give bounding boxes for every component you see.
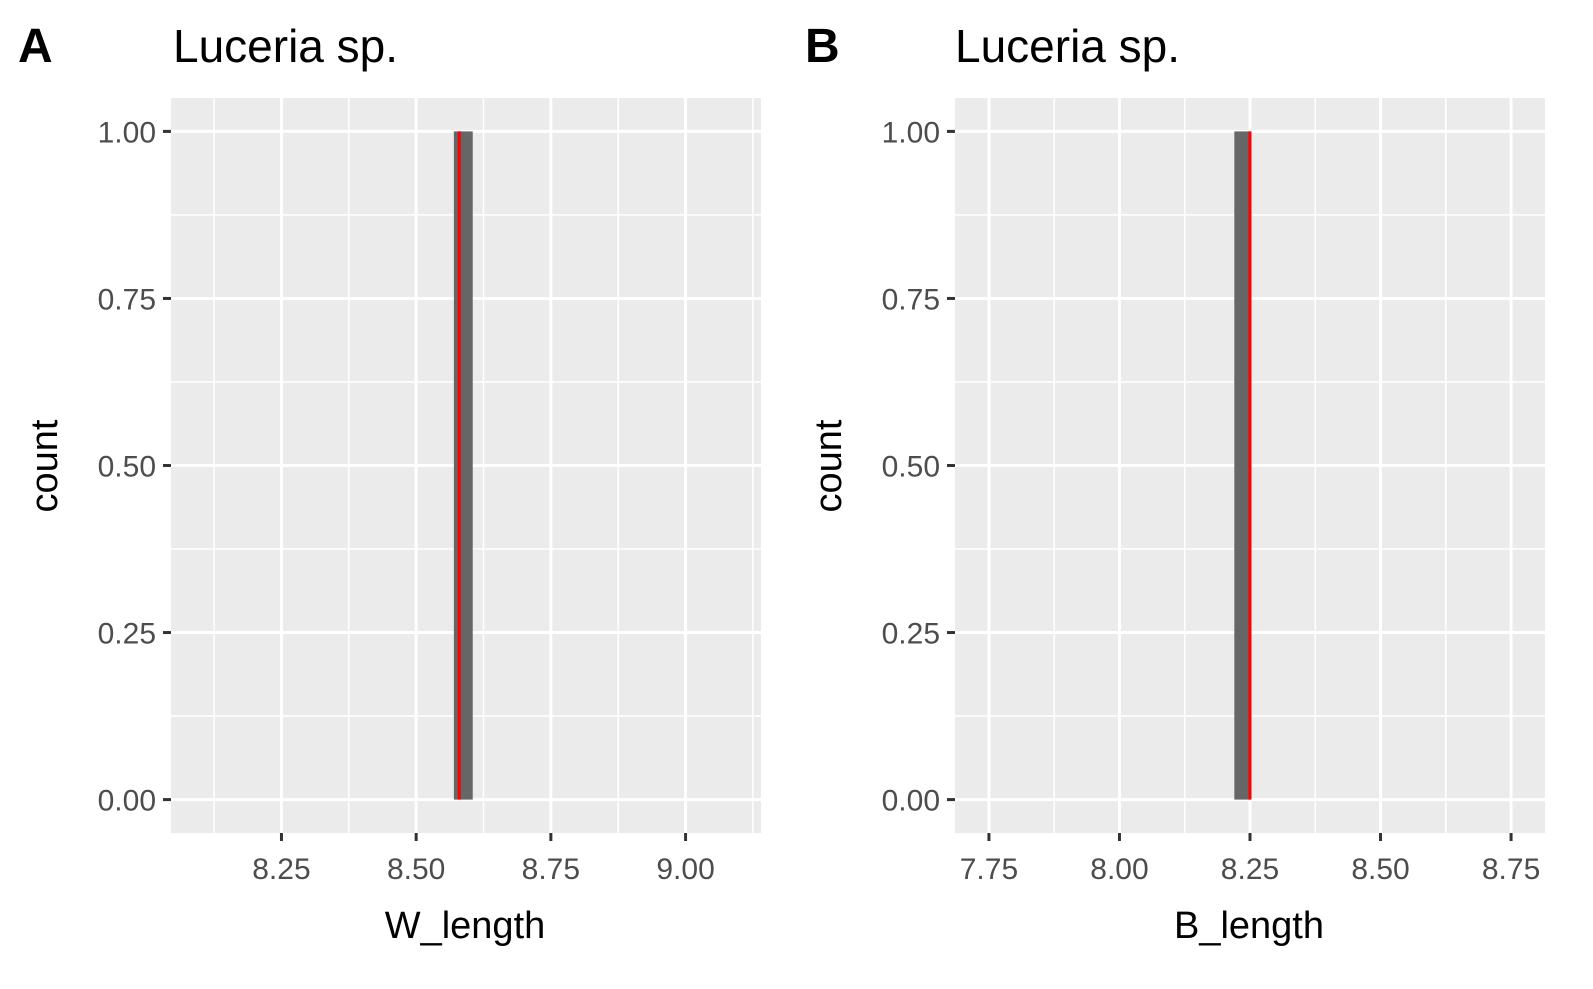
- panel-b-plot: 0.00 0.25 0.50 0.75 1.00 7.75 8.00 8.25 8.50 8.75: [882, 98, 1545, 886]
- panel-a-x-tick-label: 8.25: [252, 853, 310, 886]
- panel-a-y-tick-label: 1.00: [98, 116, 156, 149]
- panel-a-x-tick-label: 8.75: [522, 853, 580, 886]
- panel-b-x-tick-label: 8.00: [1090, 853, 1148, 886]
- panel-a-y-tick-label: 0.00: [98, 785, 156, 818]
- panel-a-title: Luceria sp.: [173, 20, 398, 72]
- panel-a-y-tick-label: 0.50: [98, 451, 156, 484]
- panel-b-x-tick-label: 7.75: [960, 853, 1018, 886]
- panel-a-tag: A: [18, 20, 53, 73]
- panel-a-x-axis-title: W_length: [385, 905, 546, 947]
- panel-b-histogram-bar: [1234, 131, 1250, 800]
- panel-b-y-tick-label: 0.50: [882, 451, 940, 484]
- panel-b: B Luceria sp. 0.00 0.25 0.50 0.75 1.00 7.75 8.…: [805, 20, 1545, 947]
- panel-a-x-tick-label: 9.00: [656, 853, 714, 886]
- panel-b-x-tick-label: 8.25: [1221, 853, 1279, 886]
- panel-b-y-tick-label: 0.75: [882, 283, 940, 316]
- panel-b-y-axis-title: count: [808, 419, 850, 512]
- panel-b-tag: B: [805, 20, 840, 73]
- panel-a-y-tick-label: 0.25: [98, 618, 156, 651]
- panel-a: A Luceria sp. 0.00 0.25 0.50 0.75 1.00 8.25 8.…: [18, 20, 761, 947]
- panel-a-plot: 0.00 0.25 0.50 0.75 1.00 8.25 8.50 8.75 9.00: [98, 98, 761, 886]
- panel-b-y-tick-label: 0.25: [882, 618, 940, 651]
- panel-b-title: Luceria sp.: [955, 20, 1180, 72]
- panel-a-histogram-bar: [453, 131, 473, 800]
- panel-b-x-tick-label: 8.50: [1351, 853, 1409, 886]
- panel-b-x-axis-title: B_length: [1174, 905, 1324, 947]
- panel-a-x-tick-label: 8.50: [387, 853, 445, 886]
- panel-a-y-tick-label: 0.75: [98, 283, 156, 316]
- panel-b-y-tick-label: 0.00: [882, 785, 940, 818]
- panel-a-y-axis-title: count: [24, 419, 66, 512]
- panel-b-x-tick-label: 8.75: [1482, 853, 1540, 886]
- panel-b-y-tick-label: 1.00: [882, 116, 940, 149]
